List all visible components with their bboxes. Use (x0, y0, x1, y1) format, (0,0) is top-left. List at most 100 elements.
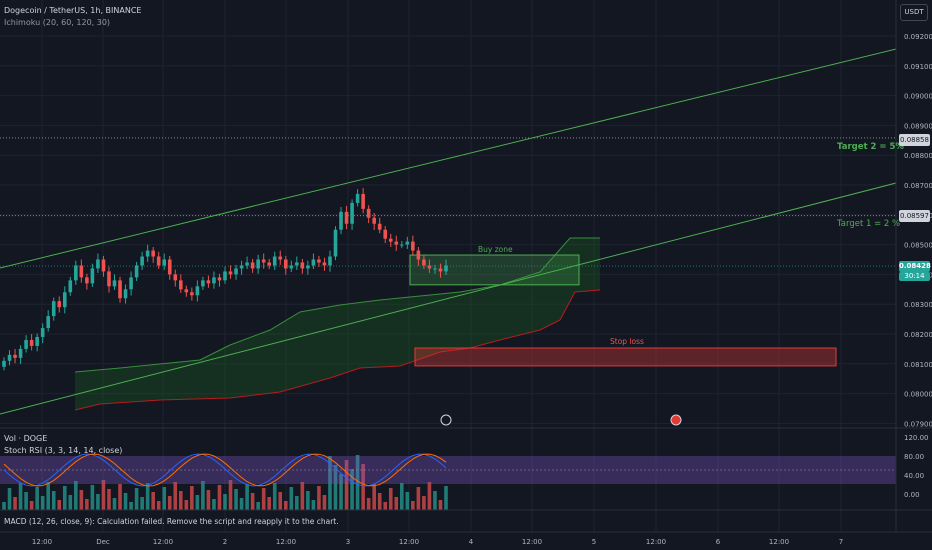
candle-body (140, 256, 144, 266)
candle-body (427, 265, 432, 269)
volume-bar (74, 481, 78, 510)
target1-price-tag: 0.08597 (899, 210, 930, 222)
candle-body (444, 265, 448, 272)
candle-body (306, 265, 310, 269)
x-tick-label: 12:00 (153, 538, 173, 546)
candle-body (228, 271, 233, 275)
y-tick-label: 0.08500 (904, 242, 932, 250)
volume-bar (427, 482, 432, 510)
candle-body (101, 259, 106, 272)
volume-bar (129, 502, 133, 510)
ichimoku-cloud (74, 237, 601, 411)
volume-bar (162, 487, 167, 510)
volume-bar (140, 497, 144, 510)
candle-body (328, 256, 332, 266)
candle-body (74, 265, 78, 281)
candle-body (24, 339, 28, 349)
cloud-fill (75, 238, 600, 410)
candle-body (68, 280, 73, 293)
countdown-tag: 30:14 (899, 272, 930, 281)
volume-bar (422, 496, 426, 510)
volume-bar (29, 501, 34, 510)
candle-body (118, 280, 122, 299)
x-tick-label: 12:00 (522, 538, 542, 546)
volume-bar (40, 496, 45, 510)
candle-body (322, 262, 327, 266)
candle-body (350, 202, 354, 224)
candle-body (245, 262, 249, 266)
volume-bar (2, 502, 6, 510)
candle-body (388, 238, 393, 242)
volume-bar (206, 490, 211, 510)
volume-bar (79, 490, 84, 510)
volume-bar (400, 483, 404, 510)
y-tick-label: 0.08700 (904, 182, 932, 190)
volume-bar (179, 491, 183, 510)
candle-body (112, 280, 117, 287)
x-tick-label: 3 (346, 538, 350, 546)
candles (2, 187, 448, 371)
volume-bar (289, 487, 294, 510)
x-tick-label: 6 (716, 538, 721, 546)
candle-body (173, 274, 178, 281)
zones (409, 254, 837, 367)
ichimoku-label: Ichimoku (20, 60, 120, 30) (4, 18, 111, 27)
volume-bar (394, 497, 399, 510)
candle-body (79, 265, 84, 278)
stop-loss-box (414, 347, 837, 367)
price-levels (0, 137, 896, 267)
volume-bar (250, 493, 255, 510)
candle-body (134, 265, 139, 278)
currency-button[interactable]: USDT (900, 4, 928, 21)
volume-bar (350, 469, 354, 510)
candle-body (51, 301, 56, 317)
stop-loss-label: Stop loss (610, 337, 644, 346)
candle-body (333, 229, 338, 257)
volume-bar (35, 487, 39, 510)
candle-body (13, 354, 17, 358)
candle-body (40, 328, 45, 337)
candle-body (366, 208, 371, 218)
volume-bar (366, 498, 371, 510)
y-tick-label: 0.09000 (904, 93, 932, 101)
volume-bar (328, 456, 332, 510)
volume-bar (317, 486, 321, 510)
candle-body (179, 280, 183, 290)
y-tick-label: 0.09100 (904, 63, 932, 71)
candle-body (267, 262, 271, 266)
volume-tick-label: 120.00 (904, 434, 929, 442)
volume-bar (90, 485, 95, 510)
y-tick-label: 0.09200 (904, 33, 932, 41)
candle-body (433, 268, 437, 270)
candle-body (156, 256, 161, 266)
candle-body (400, 244, 404, 246)
candle-body (377, 223, 382, 230)
candle-body (278, 256, 283, 260)
volume-bar (234, 489, 238, 510)
volume-tick-label: 0.00 (904, 491, 920, 499)
cloud-span-a (74, 237, 600, 373)
candle-body (7, 354, 12, 361)
y-tick-label: 0.08300 (904, 301, 932, 309)
volume-bar (311, 500, 316, 510)
macd-error-message: MACD (12, 26, close, 9): Calculation fai… (4, 517, 339, 526)
candle-body (151, 250, 155, 257)
volume-bar (201, 481, 205, 510)
volume-bar (333, 465, 338, 510)
candle-body (212, 277, 216, 284)
volume-tick-label: 80.00 (904, 453, 924, 461)
volume-bar (118, 484, 122, 510)
y-tick-label: 0.08900 (904, 122, 932, 130)
volume-bar (339, 474, 343, 510)
volume-bar (7, 488, 12, 510)
volume-bar (272, 483, 277, 510)
volume-bar (190, 486, 194, 510)
event-marker-icon (440, 414, 452, 426)
volume-bar (18, 483, 23, 510)
candle-body (46, 316, 50, 329)
stoch-rsi-label: Stoch RSI (3, 3, 14, 14, close) (4, 446, 123, 455)
candle-body (283, 259, 288, 269)
candle-body (2, 360, 6, 367)
